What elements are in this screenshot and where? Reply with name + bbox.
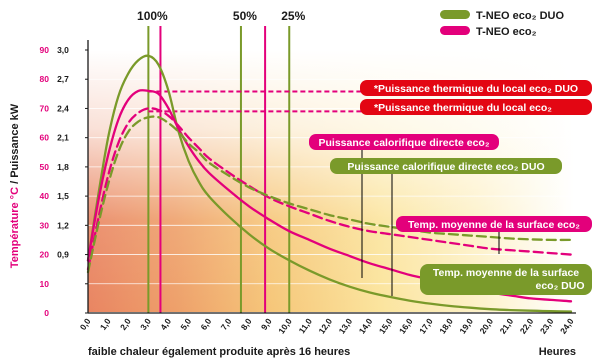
x-ticks: 0,0 1,0 2,0 3,0 4,0 5,0 6,0 7,0 8,0 9,0 10,0 11,0 12…: [78, 316, 576, 336]
room-power-lines: [148, 90, 365, 113]
legend: T-NEO eco₂ DUO T-NEO eco₂: [440, 10, 564, 38]
percent-label: 25%: [281, 9, 305, 23]
legend-label-duo: T-NEO eco₂ DUO: [476, 10, 564, 22]
percent-label: 100%: [137, 9, 168, 23]
x-tick-label: 8,0: [239, 316, 254, 332]
x-tick-label: 13,0: [337, 316, 355, 336]
x-tick-label: 0,0: [78, 316, 93, 332]
callout-bg-room-duo: [360, 80, 592, 96]
x-tick-label: 6,0: [198, 316, 213, 332]
y-axis-title-temp: Température °C: [9, 187, 21, 268]
callout-direct-duo: Puissance calorifique directe eco₂ DUO: [347, 161, 544, 173]
callout-room-eco2: *Puissance thermique du local eco₂: [374, 102, 552, 114]
x-tick-label: 22,0: [518, 316, 536, 336]
callout-bg-room-eco2: [360, 99, 592, 115]
x-axis-unit: Heures: [539, 346, 576, 358]
x-tick-label: 21,0: [498, 316, 516, 336]
series-line-dashed: [86, 115, 573, 274]
y-tick-temp: 70: [40, 103, 50, 113]
y-tick-kw: 2,4: [57, 103, 69, 113]
y-axis-title-power: Puissance kW: [9, 103, 21, 178]
y-tick-kw: 1,2: [57, 220, 69, 230]
callout-bg-direct-duo: [330, 158, 562, 174]
x-tick-label: 18,0: [437, 316, 455, 336]
callout-room-duo: *Puissance thermique du local eco₂ DUO: [374, 83, 578, 95]
y-tick-temp: 30: [40, 220, 50, 230]
x-tick-label: 16,0: [397, 316, 415, 336]
callouts: *Puissance thermique du local eco₂ DUO *…: [309, 80, 592, 295]
y-ticks: 0 10 20 0,9 30 1,2 40 1,5 50 1,8 60 2,1 70 2,4 80 2,7 90…: [40, 45, 88, 318]
y-tick-temp: 90: [40, 45, 50, 55]
y-tick-kw: 1,5: [57, 191, 69, 201]
callout-surface-duo-line1: Temp. moyenne de la surface: [433, 267, 579, 279]
x-tick-label: 24,0: [558, 316, 576, 336]
x-tick-label: 5,0: [178, 316, 193, 332]
x-tick-label: 12,0: [316, 316, 334, 336]
x-tick-label: 1,0: [98, 316, 113, 332]
y-tick-temp: 50: [40, 162, 50, 172]
x-tick-label: 3,0: [138, 316, 153, 332]
callout-bg-surface-duo: [420, 264, 592, 295]
y-tick-kw: 2,1: [57, 133, 69, 143]
callout-bg-direct-eco2: [309, 134, 499, 150]
legend-swatch-eco2: [440, 26, 470, 35]
callout-surface-duo-line2: eco₂ DUO: [535, 280, 584, 292]
legend-swatch-duo: [440, 10, 470, 19]
y-tick-temp: 40: [40, 191, 50, 201]
y-tick-kw: 1,8: [57, 162, 69, 172]
y-tick-temp: 20: [40, 250, 50, 260]
x-tick-label: 15,0: [377, 316, 395, 336]
x-tick-label: 10,0: [276, 316, 294, 336]
y-axis-title: Température °C / Puissance kW: [9, 103, 21, 268]
x-axis-title: faible chaleur également produite après …: [88, 346, 350, 358]
y-tick-temp: 60: [40, 133, 50, 143]
series-line-dashed: [86, 107, 573, 271]
callout-bg-surface-eco2: [396, 216, 592, 232]
x-tick-label: 23,0: [538, 316, 556, 336]
legend-label-eco2: T-NEO eco₂: [476, 26, 537, 38]
callout-direct-eco2: Puissance calorifique directe eco₂: [319, 137, 490, 149]
series-line: [86, 54, 573, 313]
y-tick-temp: 10: [40, 279, 50, 289]
y-tick-temp: 80: [40, 74, 50, 84]
x-tick-label: 17,0: [417, 316, 435, 336]
percent-labels: 100% 50% 25%: [137, 9, 306, 23]
callout-surface-eco2: Temp. moyenne de la surface eco₂: [408, 219, 580, 231]
percent-lines: [147, 26, 291, 313]
x-tick-label: 19,0: [457, 316, 475, 336]
x-tick-label: 2,0: [118, 316, 133, 332]
x-tick-label: 14,0: [357, 316, 375, 336]
x-tick-label: 7,0: [219, 316, 234, 332]
y-tick-kw: 3,0: [57, 45, 69, 55]
x-tick-label: 11,0: [297, 316, 315, 335]
x-tick-label: 9,0: [259, 316, 274, 332]
percent-label: 50%: [233, 9, 257, 23]
x-tick-label: 20,0: [477, 316, 495, 336]
y-tick-kw: 0,9: [57, 250, 69, 260]
x-tick-label: 4,0: [158, 316, 173, 332]
y-tick-kw: 2,7: [57, 74, 69, 84]
y-tick-temp: 0: [44, 308, 49, 318]
y-axis-title-sep: /: [9, 178, 21, 187]
